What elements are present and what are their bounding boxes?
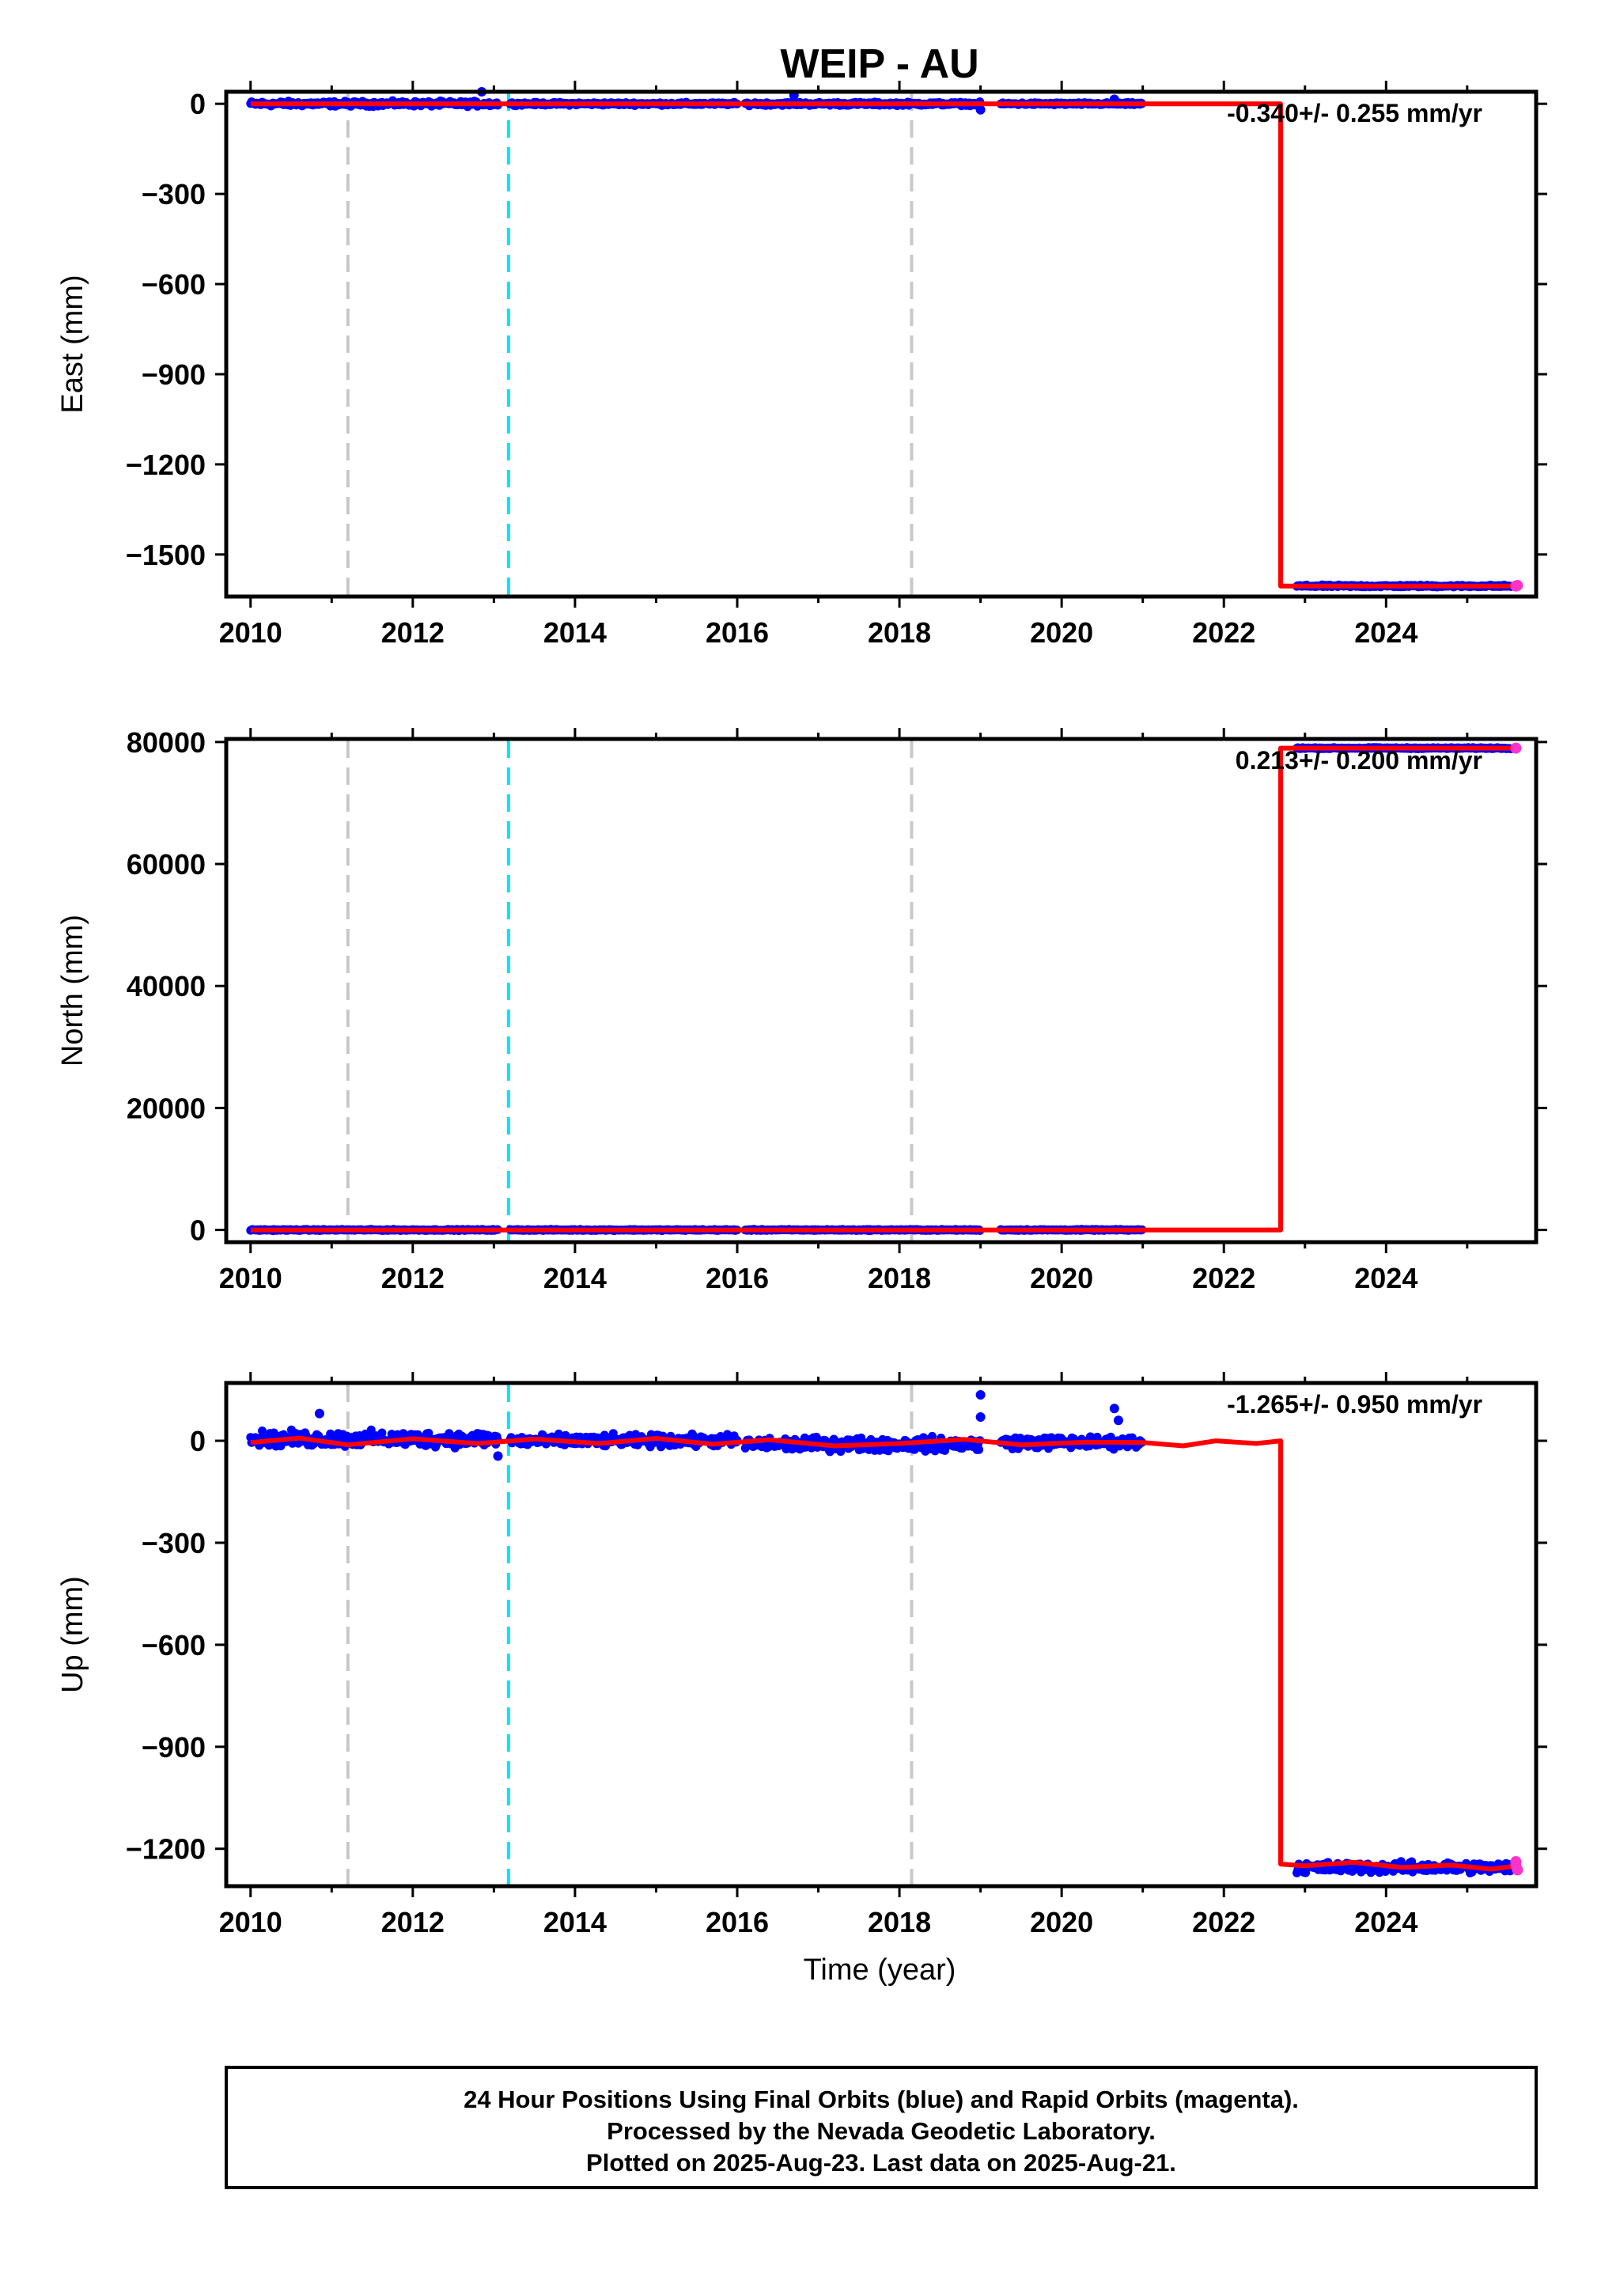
y-axis-label: North (mm) xyxy=(56,915,89,1067)
x-tick-label: 2014 xyxy=(543,1262,607,1294)
plot-frame xyxy=(224,89,1539,599)
x-tick-label: 2016 xyxy=(706,616,769,649)
y-tick-label: 60000 xyxy=(127,848,206,881)
x-tick-label: 2014 xyxy=(543,616,607,649)
footer-line-1: 24 Hour Positions Using Final Orbits (bl… xyxy=(464,2086,1299,2113)
final-orbit-point xyxy=(366,1425,376,1434)
x-tick-label: 2020 xyxy=(1030,1906,1093,1938)
x-tick-label: 2016 xyxy=(706,1906,769,1938)
y-tick-label: −1200 xyxy=(126,449,206,481)
east-panel: 2010 2012 2014 2016 2018 2020 2022 2024 0 −300 −60… xyxy=(56,81,1547,649)
north-panel: 2010 2012 2014 2016 2018 2020 2022 2024 0 20000 40… xyxy=(56,726,1547,1294)
x-tick-label: 2018 xyxy=(868,1906,931,1938)
y-tick-label: −900 xyxy=(142,358,206,391)
y-tick-label: −600 xyxy=(142,268,206,301)
model-fit-line xyxy=(250,1435,1518,1872)
x-tick-label: 2018 xyxy=(868,1262,931,1294)
y-tick-label: 80000 xyxy=(127,726,206,759)
plot-frame xyxy=(224,737,1539,1245)
footer-line-3: Plotted on 2025-Aug-23. Last data on 202… xyxy=(586,2149,1176,2177)
y-tick-label: 0 xyxy=(190,1425,206,1457)
x-tick-label: 2012 xyxy=(381,1906,445,1938)
model-fit-line xyxy=(250,745,1518,1233)
x-tick-label: 2020 xyxy=(1030,1262,1093,1294)
chart-title: WEIP - AU xyxy=(780,41,978,87)
final-orbit-point xyxy=(258,1426,267,1435)
final-orbit-point xyxy=(975,104,986,115)
y-tick-label: −1500 xyxy=(126,539,206,571)
rapid-orbit-point xyxy=(1510,1856,1522,1868)
x-tick-label: 2018 xyxy=(868,616,931,649)
x-tick-label: 2010 xyxy=(219,616,282,649)
final-orbit-point xyxy=(975,1411,986,1422)
final-orbit-point xyxy=(975,1390,986,1400)
y-tick-label: 0 xyxy=(190,88,206,120)
y-tick-label: 0 xyxy=(190,1214,206,1247)
x-tick-label: 2024 xyxy=(1354,1262,1417,1294)
y-axis-label: East (mm) xyxy=(56,275,89,413)
up-panel: 2010 2012 2014 2016 2018 2020 2022 2024 0 −300 −60… xyxy=(56,1372,1547,1938)
x-axis-label: Time (year) xyxy=(804,1953,956,1987)
final-orbit-point xyxy=(1113,1415,1123,1426)
x-tick-label: 2022 xyxy=(1192,616,1255,649)
y-tick-label: 40000 xyxy=(127,970,206,1002)
plot-frame xyxy=(224,1381,1539,1889)
model-fit-line xyxy=(250,101,1518,589)
x-tick-label: 2014 xyxy=(543,1906,607,1938)
x-tick-label: 2010 xyxy=(219,1262,282,1294)
final-orbit-point xyxy=(857,1433,866,1442)
rapid-orbit-point xyxy=(1510,742,1522,754)
y-tick-label: −600 xyxy=(142,1629,206,1661)
x-tick-label: 2012 xyxy=(381,616,445,649)
y-axis-label: Up (mm) xyxy=(56,1576,89,1693)
final-orbit-point xyxy=(975,1445,984,1454)
velocity-label: -0.340+/- 0.255 mm/yr xyxy=(1227,99,1482,127)
y-tick-label: −1200 xyxy=(126,1833,206,1866)
final-orbit-point xyxy=(314,1408,324,1419)
final-orbit-point xyxy=(1109,1404,1119,1414)
x-tick-label: 2012 xyxy=(381,1262,445,1294)
x-tick-label: 2020 xyxy=(1030,616,1093,649)
footer-box xyxy=(225,2066,1538,2189)
x-tick-label: 2022 xyxy=(1192,1262,1255,1294)
final-orbit-point xyxy=(493,1451,503,1461)
x-tick-label: 2024 xyxy=(1354,1906,1417,1938)
velocity-label: 0.213+/- 0.200 mm/yr xyxy=(1236,746,1482,775)
final-orbit-point xyxy=(424,1428,433,1438)
x-tick-label: 2016 xyxy=(706,1262,769,1294)
y-tick-label: −300 xyxy=(142,178,206,210)
rapid-orbit-point xyxy=(1512,579,1523,591)
y-tick-label: −900 xyxy=(142,1731,206,1764)
y-tick-label: −300 xyxy=(142,1527,206,1559)
x-tick-label: 2024 xyxy=(1354,616,1417,649)
y-tick-label: 20000 xyxy=(127,1092,206,1124)
velocity-label: -1.265+/- 0.950 mm/yr xyxy=(1227,1390,1482,1419)
footer-line-2: Processed by the Nevada Geodetic Laborat… xyxy=(607,2117,1156,2145)
x-tick-label: 2022 xyxy=(1192,1906,1255,1938)
x-tick-label: 2010 xyxy=(219,1906,282,1938)
